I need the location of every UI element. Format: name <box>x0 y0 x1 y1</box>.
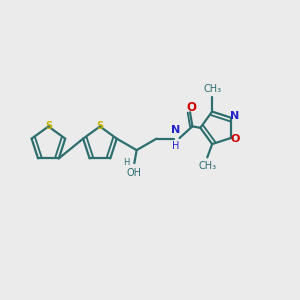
Text: OH: OH <box>127 169 142 178</box>
Text: S: S <box>96 122 103 131</box>
Text: N: N <box>171 125 180 135</box>
Text: O: O <box>231 134 240 144</box>
Text: H: H <box>123 158 129 167</box>
Text: CH₃: CH₃ <box>203 84 221 94</box>
Text: H: H <box>172 141 179 151</box>
Text: O: O <box>186 101 196 114</box>
Text: N: N <box>230 111 239 121</box>
Text: CH₃: CH₃ <box>198 161 216 171</box>
Text: S: S <box>45 122 52 131</box>
